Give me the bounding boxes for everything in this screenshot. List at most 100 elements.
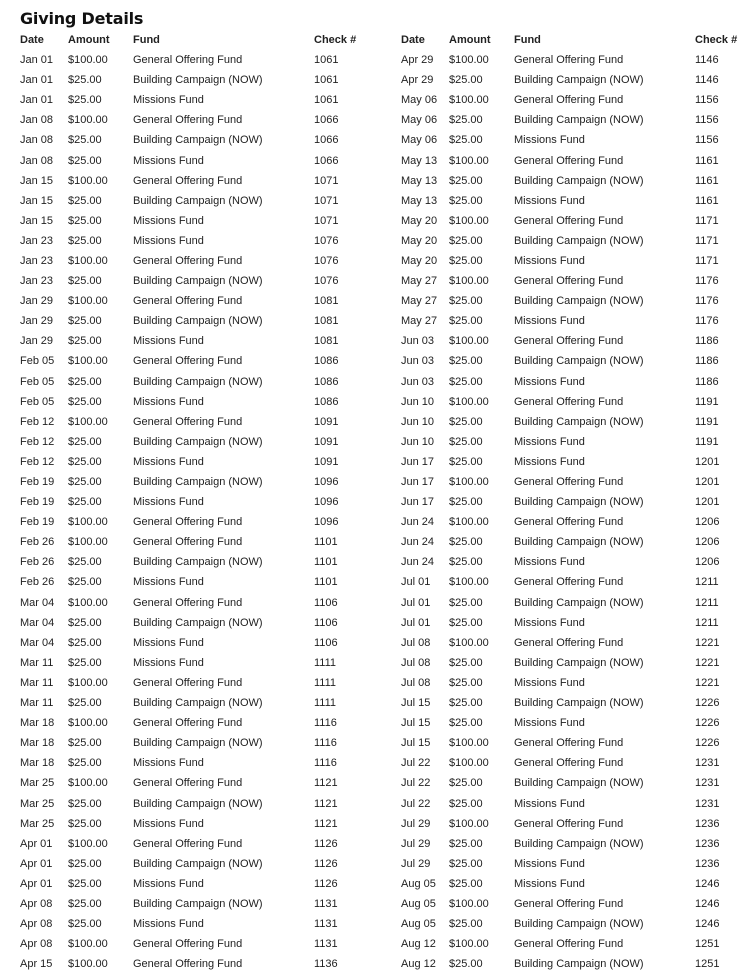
cell-amount: $100.00: [68, 837, 108, 850]
table-row: Feb 19 $25.00 Missions Fund 1096: [20, 492, 364, 512]
table-row: Jul 29 $25.00 Missions Fund 1236: [401, 854, 745, 874]
table-row: Jul 15 $25.00 Building Campaign (NOW) 1226: [401, 693, 745, 713]
cell-check: 1116: [314, 737, 337, 750]
cell-amount: $100.00: [68, 596, 108, 609]
cell-date: Jun 03: [401, 355, 435, 368]
cell-date: Jun 17: [401, 476, 435, 489]
cell-date: Jan 01: [20, 94, 54, 107]
cell-date: Apr 08: [20, 938, 53, 951]
cell-fund: Missions Fund: [514, 616, 585, 629]
table-row: Mar 11 $25.00 Missions Fund 1111: [20, 653, 364, 673]
table-row: Jan 01 $100.00 General Offering Fund 1061: [20, 50, 364, 70]
cell-date: Mar 25: [20, 797, 55, 810]
cell-date: Mar 18: [20, 737, 55, 750]
table-row: May 20 $25.00 Missions Fund 1171: [401, 251, 745, 271]
cell-fund: Building Campaign (NOW): [514, 415, 644, 428]
cell-fund: General Offering Fund: [514, 335, 624, 348]
cell-check: 1191: [695, 435, 719, 448]
cell-check: 1211: [695, 576, 719, 589]
cell-fund: General Offering Fund: [514, 757, 624, 770]
cell-amount: $100.00: [449, 817, 489, 830]
cell-check: 1116: [314, 717, 337, 730]
cell-date: Jan 08: [20, 154, 54, 167]
table-row: Feb 12 $25.00 Building Campaign (NOW) 1091: [20, 432, 364, 452]
cell-amount: $25.00: [449, 596, 483, 609]
cell-check: 1061: [314, 54, 339, 67]
cell-fund: Building Campaign (NOW): [514, 536, 644, 549]
cell-date: May 06: [401, 94, 438, 107]
cell-date: May 20: [401, 234, 438, 247]
cell-amount: $25.00: [68, 616, 102, 629]
cell-fund: Building Campaign (NOW): [514, 355, 644, 368]
table-row: Apr 08 $25.00 Missions Fund 1131: [20, 914, 364, 934]
cell-check: 1246: [695, 918, 720, 931]
cell-check: 1206: [695, 556, 720, 569]
cell-date: Feb 26: [20, 536, 55, 549]
cell-amount: $25.00: [449, 656, 483, 669]
cell-fund: General Offering Fund: [133, 536, 243, 549]
cell-fund: General Offering Fund: [514, 516, 624, 529]
cell-date: May 20: [401, 214, 438, 227]
cell-amount: $25.00: [68, 395, 102, 408]
cell-amount: $25.00: [68, 737, 102, 750]
cell-check: 1086: [314, 355, 339, 368]
cell-amount: $25.00: [68, 315, 102, 328]
cell-amount: $25.00: [449, 857, 483, 870]
table-row: Jan 15 $25.00 Building Campaign (NOW) 1071: [20, 191, 364, 211]
table-row: Aug 12 $25.00 Building Campaign (NOW) 1251: [401, 954, 745, 974]
cell-date: Aug 05: [401, 877, 436, 890]
cell-date: Apr 15: [20, 958, 53, 971]
cell-fund: General Offering Fund: [514, 817, 624, 830]
cell-amount: $100.00: [449, 54, 489, 67]
table-row: Jan 15 $25.00 Missions Fund 1071: [20, 211, 364, 231]
cell-date: Mar 04: [20, 596, 55, 609]
table-row: Jul 08 $25.00 Missions Fund 1221: [401, 673, 745, 693]
cell-fund: General Offering Fund: [133, 837, 243, 850]
cell-amount: $25.00: [68, 556, 102, 569]
table-row: Jun 17 $25.00 Missions Fund 1201: [401, 452, 745, 472]
table-row: May 27 $25.00 Building Campaign (NOW) 1176: [401, 291, 745, 311]
cell-fund: General Offering Fund: [133, 355, 243, 368]
cell-date: Jan 23: [20, 254, 54, 267]
cell-date: Apr 01: [20, 857, 53, 870]
cell-amount: $100.00: [68, 54, 108, 67]
table-row: May 27 $100.00 General Offering Fund 1176: [401, 271, 745, 291]
cell-fund: Missions Fund: [514, 435, 585, 448]
cell-fund: Building Campaign (NOW): [514, 295, 644, 308]
cell-date: Aug 12: [401, 938, 436, 951]
cell-fund: Missions Fund: [514, 254, 585, 267]
cell-date: Feb 12: [20, 415, 55, 428]
cell-amount: $25.00: [449, 717, 483, 730]
cell-check: 1226: [695, 737, 720, 750]
cell-check: 1076: [314, 275, 339, 288]
table-row: Jan 15 $100.00 General Offering Fund 1071: [20, 171, 364, 191]
cell-amount: $25.00: [449, 355, 483, 368]
cell-date: Jul 15: [401, 717, 431, 730]
cell-date: Jan 23: [20, 234, 54, 247]
cell-check: 1126: [314, 877, 338, 890]
cell-date: Jul 08: [401, 636, 431, 649]
cell-amount: $25.00: [449, 415, 483, 428]
cell-amount: $25.00: [68, 496, 102, 509]
table-row: Feb 05 $100.00 General Offering Fund 1086: [20, 351, 364, 371]
cell-amount: $25.00: [449, 315, 483, 328]
table-row: Jul 29 $25.00 Building Campaign (NOW) 1236: [401, 834, 745, 854]
cell-check: 1126: [314, 837, 338, 850]
cell-date: Jun 24: [401, 556, 435, 569]
table-row: Feb 26 $100.00 General Offering Fund 1101: [20, 532, 364, 552]
cell-check: 1146: [695, 74, 719, 87]
cell-amount: $25.00: [449, 697, 483, 710]
cell-amount: $25.00: [449, 74, 483, 87]
cell-fund: Missions Fund: [133, 918, 204, 931]
table-row: Apr 01 $25.00 Missions Fund 1126: [20, 874, 364, 894]
cell-check: 1176: [695, 275, 719, 288]
cell-date: Apr 08: [20, 918, 53, 931]
cell-date: May 20: [401, 254, 438, 267]
page-title: Giving Details: [20, 9, 144, 28]
cell-check: 1171: [695, 214, 719, 227]
cell-fund: Missions Fund: [133, 636, 204, 649]
table-row: Jan 01 $25.00 Building Campaign (NOW) 1061: [20, 70, 364, 90]
cell-check: 1096: [314, 476, 339, 489]
cell-check: 1081: [314, 335, 339, 348]
header-date: Date: [401, 34, 425, 46]
